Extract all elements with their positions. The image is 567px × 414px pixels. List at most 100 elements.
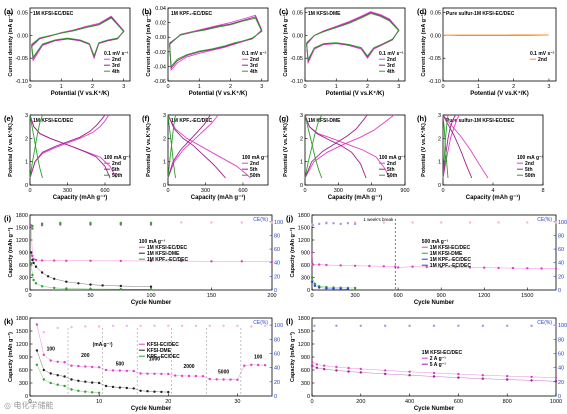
panel-k-series-trend (36, 364, 100, 394)
panel-i-data-point (89, 223, 92, 226)
panel-b-legend-entry: 3rd (250, 63, 258, 69)
panel-i-y2tick-label: 60 (274, 247, 280, 253)
panel-g-y-label: Potential (V vs.K⁺/K) (282, 123, 289, 177)
panel-k-legend-entry: KFSI-EC/DEC (147, 342, 179, 348)
panel-j-data-point (325, 222, 328, 225)
panel-l-data-point (481, 324, 484, 327)
panel-h-x-label: Capacity (mAh g⁻¹) (466, 194, 521, 201)
panel-k-data-point (70, 326, 73, 329)
panel-h-series-line (442, 114, 449, 179)
panel-j-xtick-label: 0 (310, 293, 313, 299)
panel-l-y2tick-label: 100 (558, 323, 567, 329)
panel-a-ytick-label: 0.00 (17, 33, 28, 39)
panel-b-legend-entry: 2nd (250, 57, 259, 63)
panel-g-ytick-label: 2 (300, 136, 303, 142)
panel-e-legend-header: 100 mA g⁻¹ (104, 155, 131, 161)
panel-h-legend-entry: 50th (525, 173, 535, 179)
panel-e-ytick-label: 2 (25, 136, 28, 142)
panel-j-data-point (353, 222, 357, 226)
panel-i-xtick-label: 0 (28, 293, 31, 299)
panel-l-y2-label: CE(%) (537, 320, 552, 326)
panel-g-series-line (304, 114, 323, 179)
panel-f-title: 1M KPF₆-EC/DEC (171, 118, 213, 124)
panel-j-legend-entry: 1M KPF₆-EC/DEC (430, 257, 472, 263)
panel-l-ytick-label: 1200 (298, 342, 310, 348)
panel-g-letter: (g) (279, 114, 289, 123)
panel-e-ytick-label: 3 (25, 113, 28, 119)
panel-l-xtick-label: 200 (356, 399, 365, 405)
panel-k-data-point (56, 326, 59, 330)
panel-i-letter: (i) (4, 214, 12, 223)
panel-j-data-point (411, 221, 414, 224)
panel-a: 0 1 2 3 -0.10 -0.05 0.00 0.05 Potential (V vs.K⁺… (4, 7, 131, 97)
panel-l-xtick-label: 400 (405, 399, 414, 405)
panel-f-series-line (167, 114, 176, 179)
panel-g-x-label: Capacity (mAh g⁻¹) (328, 194, 383, 201)
panel-j-y2tick-label: 40 (558, 261, 564, 267)
panel-i-ytick-label: 1800 (16, 213, 28, 219)
panel-j-xtick-label: 300 (350, 293, 359, 299)
panel-c-ytick-label: -0.10 (290, 79, 303, 85)
panel-d-letter: (d) (417, 7, 427, 16)
panel-h-title: Pure sulfur-1M KFSI-EC/DEC (446, 118, 515, 124)
panel-j-data-point (311, 224, 314, 227)
panel-g-series-line (304, 114, 368, 179)
panel-l-series-trend (312, 365, 557, 382)
panel-l-xtick-label: 1000 (550, 399, 562, 405)
panel-f-xtick-label: 300 (201, 188, 210, 194)
panel-d-series-line (442, 34, 549, 37)
panel-h-ytick-label: 0 (438, 183, 441, 189)
panel-h-ytick-label: 1 (438, 160, 441, 166)
panel-k-y2-label: CE(%) (253, 320, 268, 326)
panel-k-xtick-label: 0 (28, 399, 31, 405)
panel-k-data-point (194, 324, 198, 327)
panel-h-series-line (442, 114, 456, 179)
panel-j-ytick-label: 1200 (298, 238, 310, 244)
panel-c-y-label: Current density (mA g⁻¹) (282, 12, 289, 76)
panel-l-y2tick-label: 0 (558, 394, 561, 400)
panel-j-xtick-label: 1500 (521, 293, 533, 299)
panel-b-ytick-label: -0.02 (153, 50, 166, 56)
panel-b-xtick-label: 2 (229, 84, 232, 90)
panel-f-series-line (167, 114, 226, 179)
panel-g-xtick-label: 600 (367, 188, 376, 194)
panel-j-data-point (318, 222, 321, 226)
panel-k-ytick-label: 600 (19, 368, 28, 374)
panel-k-rate-label: 100 (47, 347, 56, 353)
panel-k-data-point (97, 325, 101, 328)
panel-i-data-point (270, 221, 274, 224)
panel-h-ytick-label: 3 (438, 113, 441, 119)
panel-g-legend-header: 100 mA g⁻¹ (379, 155, 406, 161)
panel-g-ytick-label: 0 (300, 183, 303, 189)
panel-c-ytick-label: 0.05 (292, 11, 303, 17)
panel-b-axes-frame (167, 7, 269, 82)
panel-g-title: 1M KFSI-DME (308, 118, 341, 124)
panel-i-ytick-label: 900 (19, 251, 28, 257)
panel-d-title: Pure sulfur-1M KFSI-EC/DEC (446, 11, 515, 17)
panel-i-ytick-label: 0 (25, 288, 28, 294)
panel-j-data-point (310, 251, 314, 254)
panel-k-y2tick-label: 20 (274, 380, 280, 386)
panel-b-ytick-label: -0.06 (153, 79, 166, 85)
panel-b-ytick-label: 0.00 (155, 35, 166, 41)
panel-g: 0 300 600 900 0 1 2 3 Capacity (mAh g⁻¹) Potentia… (279, 113, 410, 201)
panel-a-title: 1M KFSI-EC/DEC (33, 11, 74, 17)
panel-d-y-label: Current density (mA g⁻¹) (420, 12, 427, 76)
panel-k-series-trend (36, 324, 266, 381)
panel-l-y2tick-label: 80 (558, 337, 564, 343)
panel-l-xtick-label: 0 (310, 399, 313, 405)
panel-l-ytick-label: 0 (307, 394, 310, 400)
panel-l-data-point (506, 324, 509, 327)
panel-l-data-point (335, 324, 338, 327)
panel-l-x-label: Cycle Number (414, 406, 455, 412)
panel-i-ytick-label: 1200 (16, 238, 28, 244)
panel-i-series-trend (30, 225, 273, 262)
panel-j-xtick-label: 1200 (478, 293, 490, 299)
panel-j-xtick-label: 900 (437, 293, 446, 299)
panel-j-y2tick-label: 100 (558, 220, 567, 226)
panel-c-legend-entry: 2nd (387, 57, 396, 63)
panel-l-ytick-label: 300 (301, 381, 310, 387)
panel-d-xtick-label: 3 (547, 84, 550, 90)
